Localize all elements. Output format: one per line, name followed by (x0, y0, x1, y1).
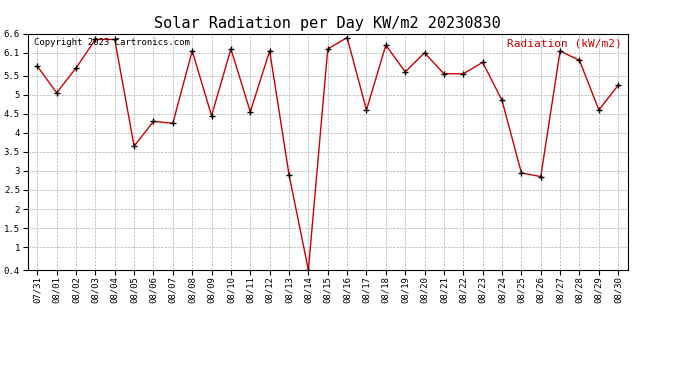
Text: Copyright 2023 Cartronics.com: Copyright 2023 Cartronics.com (34, 39, 190, 48)
Text: Radiation (kW/m2): Radiation (kW/m2) (507, 39, 622, 48)
Title: Solar Radiation per Day KW/m2 20230830: Solar Radiation per Day KW/m2 20230830 (155, 16, 501, 31)
